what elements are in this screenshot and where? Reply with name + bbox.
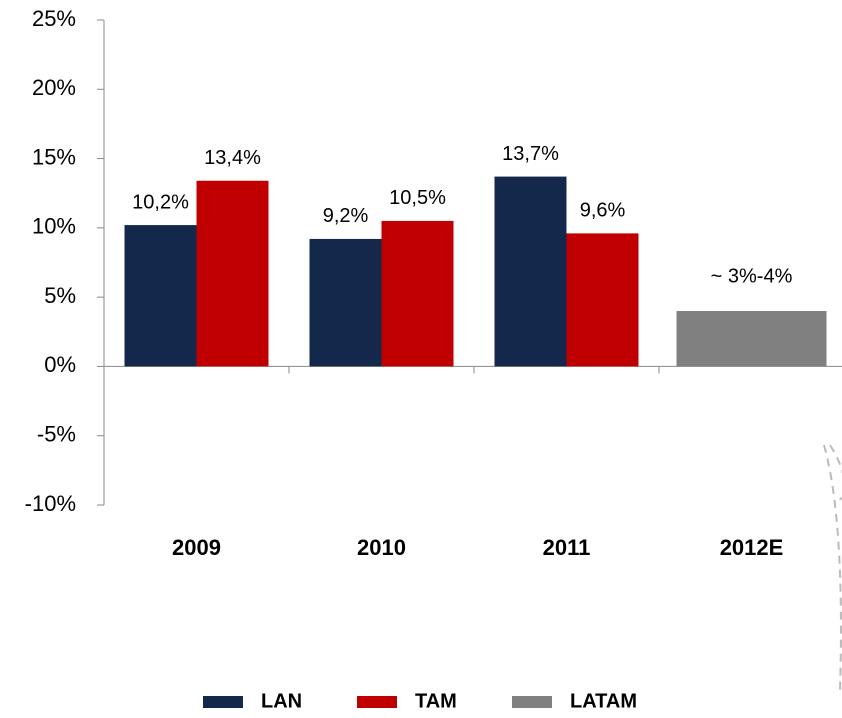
legend-swatch: [203, 696, 243, 708]
bar: [494, 176, 567, 367]
bar: [566, 233, 639, 367]
bar: [309, 238, 382, 367]
y-tick-label: 20%: [32, 75, 76, 100]
y-tick-label: 0%: [44, 352, 76, 377]
y-tick-label: 5%: [44, 283, 76, 308]
x-tick-label: 2009: [172, 535, 221, 560]
y-tick-label: 10%: [32, 214, 76, 239]
legend-label: LAN: [261, 690, 302, 712]
legend-swatch: [357, 696, 397, 708]
x-tick-label: 2010: [357, 535, 406, 560]
decorative-curve: [823, 444, 842, 691]
value-label: 9,2%: [323, 205, 369, 227]
y-tick-label: -10%: [25, 491, 76, 516]
decorative-curve: [829, 444, 842, 501]
value-label: 13,4%: [204, 147, 261, 169]
legend-label: TAM: [415, 690, 457, 712]
bar: [676, 311, 827, 367]
value-label: 9,6%: [580, 200, 626, 222]
bar: [196, 180, 269, 367]
value-label: 13,7%: [502, 143, 559, 165]
value-label: 10,5%: [389, 187, 446, 209]
y-tick-label: 15%: [32, 144, 76, 169]
y-tick-label: 25%: [32, 6, 76, 31]
legend-label: LATAM: [570, 690, 637, 712]
bar: [381, 220, 454, 367]
x-tick-label: 2011: [543, 535, 591, 560]
legend-swatch: [512, 696, 552, 708]
value-label: 10,2%: [132, 191, 189, 213]
y-tick-label: -5%: [37, 422, 76, 447]
bar: [124, 225, 197, 367]
x-tick-label: 2012E: [720, 535, 784, 560]
value-label: ~ 3%-4%: [711, 265, 793, 287]
